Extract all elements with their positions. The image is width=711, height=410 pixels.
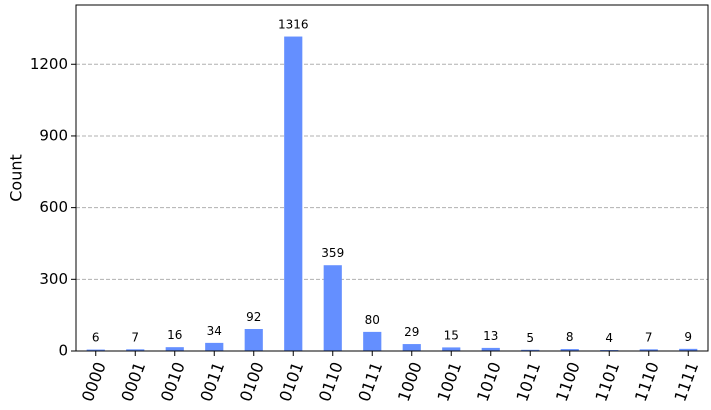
value-label: 29 — [404, 325, 419, 339]
bar — [402, 344, 421, 351]
x-tick-label: 0100 — [236, 359, 268, 404]
value-label: 1316 — [278, 18, 309, 32]
value-label: 6 — [92, 331, 100, 345]
bar — [679, 348, 698, 351]
plot-frame — [75, 4, 709, 352]
x-tick-label: 0000 — [78, 359, 110, 404]
bar — [284, 36, 303, 351]
x-tick-label: 0110 — [315, 359, 347, 404]
x-tick-label: 0010 — [157, 359, 189, 404]
bar — [165, 347, 184, 351]
value-label: 92 — [246, 310, 261, 324]
value-label: 7 — [645, 330, 653, 344]
x-tick-label: 1010 — [473, 359, 505, 404]
bar — [442, 347, 461, 351]
x-tick-label: 1000 — [394, 359, 426, 404]
value-label: 80 — [365, 313, 380, 327]
y-axis-label: Count — [7, 154, 26, 202]
x-tick-label: 1101 — [591, 359, 623, 404]
value-label: 4 — [605, 331, 613, 345]
x-tick-label: 1001 — [433, 359, 465, 404]
value-label: 34 — [207, 324, 222, 338]
value-label: 359 — [321, 246, 344, 260]
bar — [481, 347, 500, 351]
value-label: 9 — [684, 330, 692, 344]
value-label: 16 — [167, 328, 182, 342]
y-tick-label: 900 — [39, 126, 68, 144]
bar — [126, 349, 145, 351]
bar — [363, 331, 382, 351]
x-tick-label: 0101 — [275, 359, 307, 404]
x-tick-label: 0111 — [354, 359, 386, 404]
y-tick-label: 600 — [39, 198, 68, 216]
bar — [639, 349, 658, 351]
bar — [86, 349, 105, 351]
value-label: 7 — [131, 330, 139, 344]
value-label: 8 — [566, 330, 574, 344]
x-tick-label: 0001 — [117, 359, 149, 404]
x-tick-label: 1100 — [552, 359, 584, 404]
bar — [560, 349, 579, 351]
y-tick-label: 1200 — [30, 55, 68, 73]
value-label: 13 — [483, 329, 498, 343]
bar — [244, 329, 263, 351]
value-label: 15 — [444, 328, 459, 342]
bar — [323, 265, 342, 351]
bar — [205, 342, 224, 351]
bar — [521, 349, 540, 351]
y-tick-label: 300 — [39, 270, 68, 288]
x-tick-label: 1110 — [631, 359, 663, 404]
x-tick-label: 1111 — [670, 359, 702, 404]
value-label: 5 — [526, 331, 534, 345]
x-tick-label: 1011 — [512, 359, 544, 404]
y-tick-label: 0 — [58, 342, 68, 360]
x-tick-label: 0011 — [196, 359, 228, 404]
